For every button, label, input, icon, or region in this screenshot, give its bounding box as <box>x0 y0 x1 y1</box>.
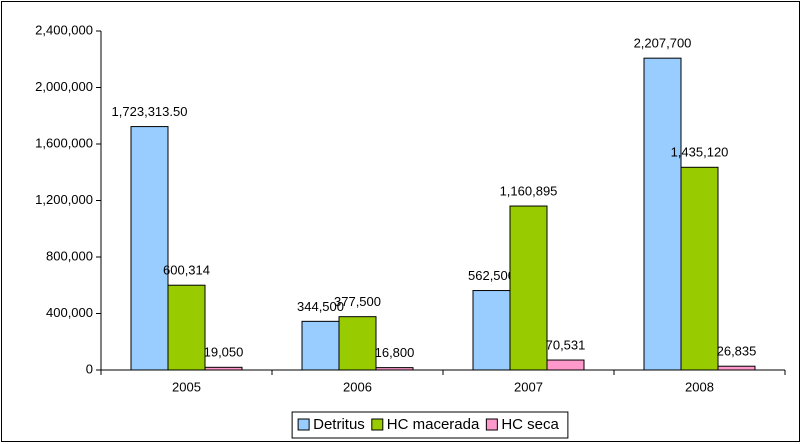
legend-swatch <box>485 418 498 431</box>
data-label: 1,723,313.50 <box>112 104 188 119</box>
y-tick-label: 2,400,000 <box>35 22 93 37</box>
bar <box>717 365 756 371</box>
data-label: 70,531 <box>546 337 586 352</box>
data-label: 600,314 <box>163 263 210 278</box>
data-label: 377,500 <box>334 294 381 309</box>
y-tick-label: 800,000 <box>46 248 93 263</box>
y-tick-label: 0 <box>86 361 93 376</box>
bar <box>472 290 511 371</box>
y-tick-label: 1,200,000 <box>35 192 93 207</box>
legend-swatch <box>371 418 384 431</box>
data-label: 562,500 <box>468 268 515 283</box>
data-label: 19,050 <box>204 345 244 360</box>
legend-label: Detritus <box>313 416 365 433</box>
data-label: 344,500 <box>297 299 344 314</box>
legend-label: HC seca <box>501 416 559 433</box>
x-tick-label: 2007 <box>514 379 543 394</box>
x-tick-label: 2005 <box>172 379 201 394</box>
bar <box>338 316 377 371</box>
bar <box>167 284 206 371</box>
bar <box>301 320 340 371</box>
bar <box>680 166 719 371</box>
data-label: 1,435,120 <box>671 145 729 160</box>
x-tick-label: 2006 <box>343 379 372 394</box>
bar <box>546 359 585 371</box>
x-tick-label: 2008 <box>685 379 714 394</box>
legend-swatch <box>297 418 310 431</box>
data-label: 16,800 <box>375 345 415 360</box>
bar <box>509 205 548 371</box>
data-label: 2,207,700 <box>634 36 692 51</box>
data-label: 26,835 <box>717 344 757 359</box>
y-tick-label: 1,600,000 <box>35 135 93 150</box>
bar <box>130 126 169 371</box>
legend-label: HC macerada <box>387 416 480 433</box>
y-tick-label: 2,000,000 <box>35 79 93 94</box>
legend <box>291 411 569 439</box>
y-tick-label: 400,000 <box>46 305 93 320</box>
bar <box>643 57 682 371</box>
data-label: 1,160,895 <box>500 183 558 198</box>
